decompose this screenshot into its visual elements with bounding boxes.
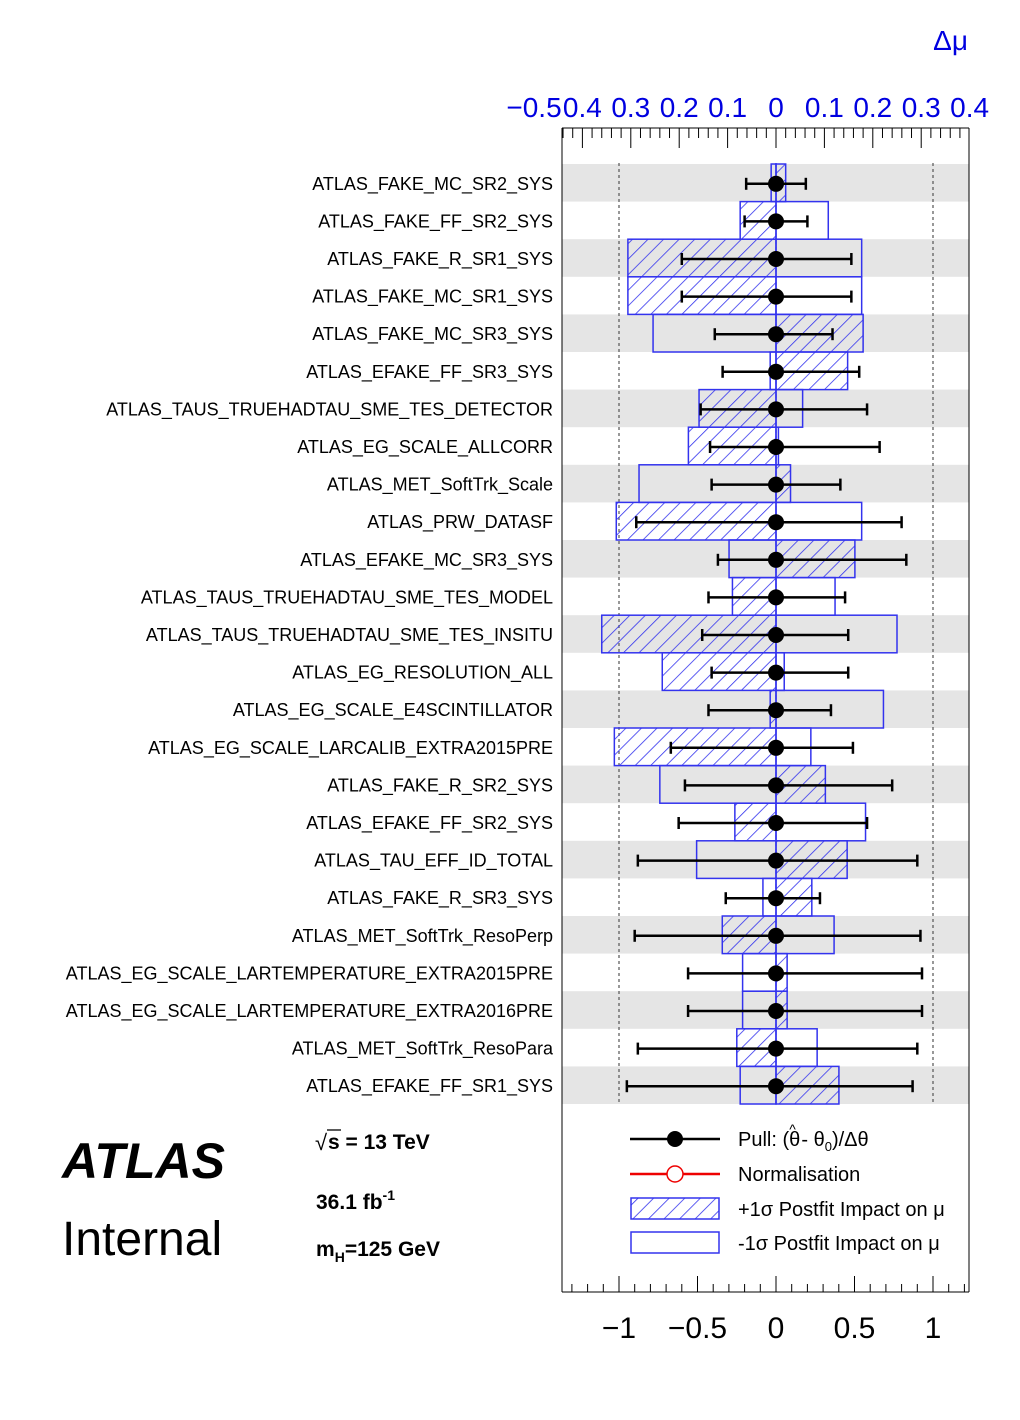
parameter-label: ATLAS_MET_SoftTrk_Scale [327,475,553,496]
mass-label: mH=125 GeV [316,1238,440,1265]
sqrt-sign: √ [315,1130,328,1155]
pull-marker [768,213,784,230]
parameter-label: ATLAS_TAUS_TRUEHADTAU_SME_TES_INSITU [146,625,553,646]
parameter-label: ATLAS_FAKE_R_SR2_SYS [327,775,553,796]
atlas-label: ATLAS [60,1133,225,1189]
top-tick-label: 0.1 [805,92,844,123]
pull-marker [768,739,784,756]
top-tick-label: −0.5 [506,92,561,123]
parameter-label: ATLAS_FAKE_MC_SR2_SYS [312,174,553,195]
top-tick-label: 0.4 [950,92,989,123]
parameter-label: ATLAS_FAKE_R_SR1_SYS [327,249,553,270]
parameter-label: ATLAS_TAUS_TRUEHADTAU_SME_TES_MODEL [141,587,553,608]
legend-pull-text: Pull: (θ^ - θ0)/Δθ [738,1121,869,1154]
bottom-tick-label: 0.5 [834,1312,876,1345]
pull-marker [768,1078,784,1095]
parameter-label: ATLAS_EG_RESOLUTION_ALL [292,663,553,684]
pull-marker [768,664,784,681]
legend-plus-box [630,1197,720,1220]
lumi-label: 36.1 fb-1 [316,1187,395,1214]
pull-marker [768,363,784,380]
parameter-label: ATLAS_EFAKE_FF_SR2_SYS [306,813,553,834]
legend-minus-box [630,1231,720,1254]
legend-minus-text: -1σ Postfit Impact on μ [738,1233,940,1255]
bottom-tick-label: −1 [602,1312,636,1345]
parameter-label: ATLAS_PRW_DATASF [367,512,553,533]
pull-marker [768,852,784,869]
legend-pull-marker [667,1131,683,1147]
parameter-label: ATLAS_MET_SoftTrk_ResoPerp [292,926,553,947]
bottom-axis: −1 −0.5 0 0.5 1 [571,1276,965,1345]
top-axis: Δμ −0.5 0.4 0.3 0.2 0.1 0 0.1 0.2 0.3 0.4 [506,25,989,148]
parameter-label: ATLAS_FAKE_FF_SR2_SYS [318,211,553,232]
pull-marker [768,815,784,831]
parameter-label: ATLAS_EFAKE_MC_SR3_SYS [300,550,553,571]
parameter-label: ATLAS_EG_SCALE_E4SCINTILLATOR [233,700,553,721]
pull-markers [625,175,924,1095]
parameter-label: ATLAS_EFAKE_FF_SR3_SYS [306,362,553,383]
pull-marker [768,439,784,455]
pull-marker [768,251,784,267]
atlas-info: ATLAS Internal √ s = 13 TeV 36.1 fb-1 mH… [60,1129,440,1266]
pull-marker [768,627,784,643]
top-axis-title: Δμ [933,25,968,56]
pull-marker [768,476,784,493]
pull-marker [768,777,784,794]
internal-label: Internal [62,1213,222,1266]
energy-label: s = 13 TeV [328,1131,430,1154]
parameter-label: ATLAS_FAKE_R_SR3_SYS [327,888,553,909]
parameter-label: ATLAS_EFAKE_FF_SR1_SYS [306,1076,553,1097]
pull-marker [768,1003,784,1019]
pull-marker [768,326,784,343]
pull-marker [768,890,784,907]
pull-marker [768,514,784,531]
parameter-label: ATLAS_MET_SoftTrk_ResoPara [292,1039,554,1060]
pull-marker [768,927,784,944]
top-tick-label: 0.3 [611,92,650,123]
bottom-tick-label: −0.5 [668,1312,727,1345]
parameter-label: ATLAS_EG_SCALE_LARTEMPERATURE_EXTRA2015P… [66,963,553,984]
legend: Pull: (θ^ - θ0)/Δθ Normalisation +1σ Pos… [630,1121,945,1255]
parameter-label: ATLAS_TAUS_TRUEHADTAU_SME_TES_DETECTOR [106,399,553,420]
top-tick-label: 0.3 [902,92,941,123]
plot-frame [561,127,970,1293]
top-tick-label: 0 [768,92,784,123]
parameter-label: ATLAS_EG_SCALE_ALLCORR [297,437,553,458]
bottom-tick-label: 0 [768,1312,785,1345]
pull-marker [768,551,784,568]
top-tick-label: 0.2 [853,92,892,123]
bottom-tick-label: 1 [925,1312,942,1345]
pull-marker [768,965,784,982]
top-tick-label: 0.2 [660,92,699,123]
top-tick-label: 0.4 [563,92,602,123]
parameter-label: ATLAS_EG_SCALE_LARTEMPERATURE_EXTRA2016P… [66,1001,553,1022]
legend-norm-text: Normalisation [738,1164,860,1186]
pull-marker [768,589,784,606]
parameter-labels: ATLAS_FAKE_MC_SR2_SYS ATLAS_FAKE_FF_SR2_S… [66,174,554,1097]
pull-marker [768,175,784,192]
pull-marker [768,401,784,418]
legend-norm-marker [666,1165,684,1183]
parameter-label: ATLAS_FAKE_MC_SR1_SYS [312,287,553,308]
pull-marker [768,1040,784,1057]
parameter-label: ATLAS_TAU_EFF_ID_TOTAL [314,851,553,872]
top-tick-label: 0.1 [708,92,747,123]
pull-marker [768,288,784,305]
legend-plus-text: +1σ Postfit Impact on μ [738,1199,945,1221]
parameter-label: ATLAS_FAKE_MC_SR3_SYS [312,324,553,345]
pull-marker [768,702,784,719]
parameter-label: ATLAS_EG_SCALE_LARCALIB_EXTRA2015PRE [148,738,553,759]
